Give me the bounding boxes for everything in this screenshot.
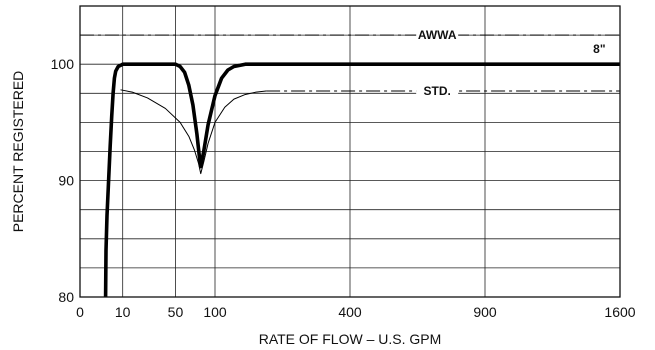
std-label: STD. — [424, 84, 451, 98]
y-tick-label: 90 — [58, 173, 74, 189]
y-axis-label: PERCENT REGISTERED — [10, 71, 26, 233]
grid-lines — [80, 6, 620, 297]
std-curve — [120, 89, 267, 175]
data-curves — [80, 34, 620, 298]
annotations: AWWA STD. 8" — [416, 27, 606, 99]
x-tick-label: 10 — [115, 304, 131, 320]
y-tick-labels: 80 90 100 — [51, 56, 75, 305]
awwa-label: AWWA — [418, 28, 457, 42]
y-tick-label: 100 — [51, 56, 75, 72]
x-axis-label: RATE OF FLOW – U.S. GPM — [259, 331, 442, 347]
std-label-bg — [416, 82, 459, 99]
x-tick-label: 400 — [338, 304, 362, 320]
x-tick-label: 1600 — [604, 304, 635, 320]
awwa-label-bg — [416, 27, 459, 44]
x-tick-label: 50 — [168, 304, 184, 320]
x-tick-label: 900 — [473, 304, 497, 320]
x-tick-label: 100 — [203, 304, 227, 320]
plot-frame — [79, 5, 621, 298]
y-tick-label: 80 — [58, 289, 74, 305]
x-tick-labels: 0 10 50 100 400 900 1600 — [76, 304, 636, 320]
x-tick-label: 0 — [76, 304, 84, 320]
series-8in-label: 8" — [593, 42, 605, 56]
series-8in-curve — [103, 62, 620, 298]
